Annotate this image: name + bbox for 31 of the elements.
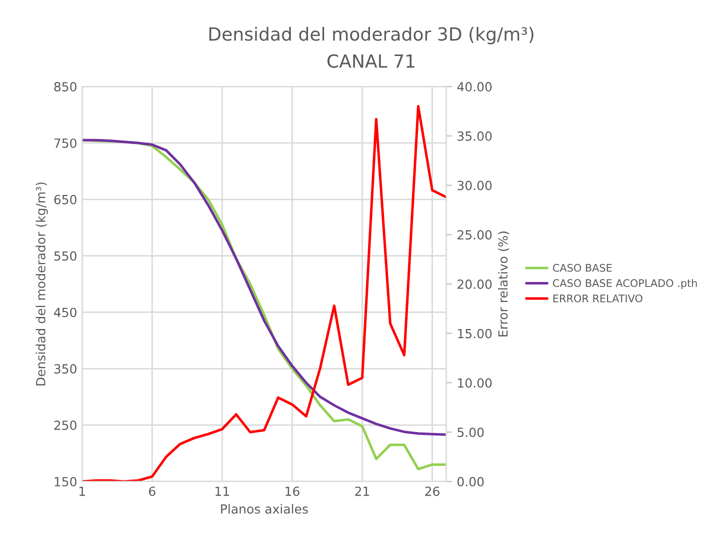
- chart-title: Densidad del moderador 3D (kg/m³): [209, 26, 534, 44]
- y-axis-title: Densidad del moderador (kg/m³): [36, 182, 48, 386]
- chart-subtitle: CANAL 71: [327, 54, 414, 68]
- y-tick-label: 450: [54, 308, 76, 318]
- y2-tick-label: 40.00: [457, 82, 492, 92]
- y2-tick-label: 0.00: [457, 476, 484, 486]
- x-tick-label: 26: [425, 486, 440, 496]
- y-tick-label: 250: [54, 420, 76, 430]
- y2-tick-label: 35.00: [458, 131, 492, 141]
- y2-axis-title: Error relativo (%): [498, 232, 510, 336]
- y-tick-label: 550: [54, 251, 76, 261]
- y2-tick-label: 5.00: [458, 428, 484, 438]
- legend-label: ERROR RELATIVO: [553, 294, 642, 302]
- legend-label: CASO BASE: [552, 264, 612, 272]
- x-tick-label: 16: [286, 486, 300, 496]
- y-tick-label: 350: [54, 364, 76, 374]
- y2-tick-label: 10.00: [458, 378, 492, 388]
- x-tick-label: 1: [80, 486, 85, 496]
- x-tick-label: 11: [216, 486, 229, 496]
- y-tick-label: 850: [54, 82, 76, 92]
- y-tick-label: 150: [54, 476, 76, 486]
- y2-tick-label: 30.00: [458, 180, 492, 190]
- y-tick-label: 750: [54, 138, 76, 148]
- y2-tick-label: 15.00: [458, 328, 492, 338]
- y2-tick-label: 20.00: [458, 279, 492, 289]
- x-axis-title: Planos axiales: [221, 504, 308, 514]
- y2-tick-label: 25.00: [458, 230, 492, 240]
- x-tick-label: 6: [149, 486, 156, 496]
- y-tick-label: 650: [54, 194, 76, 204]
- x-tick-label: 21: [355, 486, 370, 496]
- legend-label: CASO BASE ACOPLADO .pth: [552, 278, 697, 290]
